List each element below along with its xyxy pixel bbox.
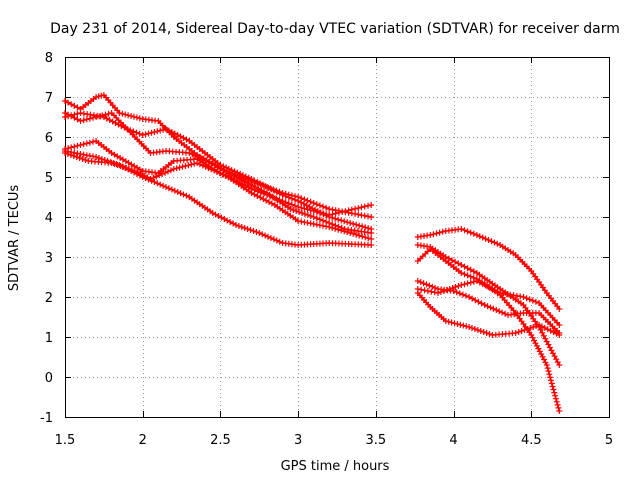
data-series xyxy=(62,92,563,414)
y-tick-label: 4 xyxy=(45,211,53,226)
series-point-markers xyxy=(414,278,563,336)
series-point-markers xyxy=(62,110,375,236)
x-tick-label: 5 xyxy=(605,433,613,448)
series-11 xyxy=(414,278,563,328)
x-axis-label: GPS time / hours xyxy=(281,459,390,474)
series-2 xyxy=(62,110,375,232)
series-point-markers xyxy=(414,290,563,338)
x-axis-tick-labels: 1.5 2 2.5 3 3.5 4 4.5 5 xyxy=(55,433,613,448)
x-tick-label: 1.5 xyxy=(55,433,76,448)
y-tick-label: 0 xyxy=(45,371,53,386)
series-point-markers xyxy=(414,226,563,312)
series-7 xyxy=(414,226,563,312)
axis-ticks xyxy=(65,57,610,418)
series-10 xyxy=(414,278,563,336)
chart-title: Day 231 of 2014, Sidereal Day-to-day VTE… xyxy=(50,21,620,37)
y-axis-tick-labels: -1 0 1 2 3 4 5 6 7 8 xyxy=(40,51,53,426)
y-tick-label: 3 xyxy=(45,251,53,266)
series-12 xyxy=(414,290,563,338)
x-tick-label: 3.5 xyxy=(366,433,387,448)
series-5 xyxy=(62,110,375,236)
y-tick-label: -1 xyxy=(40,411,53,426)
x-tick-label: 3 xyxy=(294,433,302,448)
x-tick-label: 2.5 xyxy=(210,433,231,448)
series-6 xyxy=(62,148,375,248)
y-axis-label: SDTVAR / TECUs xyxy=(7,185,22,292)
plot-frame xyxy=(65,57,610,418)
series-point-markers xyxy=(62,138,375,218)
series-3 xyxy=(62,138,375,218)
y-tick-label: 7 xyxy=(45,91,53,106)
y-tick-label: 2 xyxy=(45,291,53,306)
x-tick-label: 4 xyxy=(449,433,457,448)
grid xyxy=(65,57,609,417)
x-tick-label: 2 xyxy=(139,433,147,448)
series-point-markers xyxy=(414,278,563,328)
y-tick-label: 1 xyxy=(45,331,53,346)
y-tick-label: 6 xyxy=(45,131,53,146)
y-tick-label: 8 xyxy=(45,51,53,66)
x-tick-label: 4.5 xyxy=(521,433,542,448)
series-point-markers xyxy=(62,148,375,248)
y-tick-label: 5 xyxy=(45,171,53,186)
